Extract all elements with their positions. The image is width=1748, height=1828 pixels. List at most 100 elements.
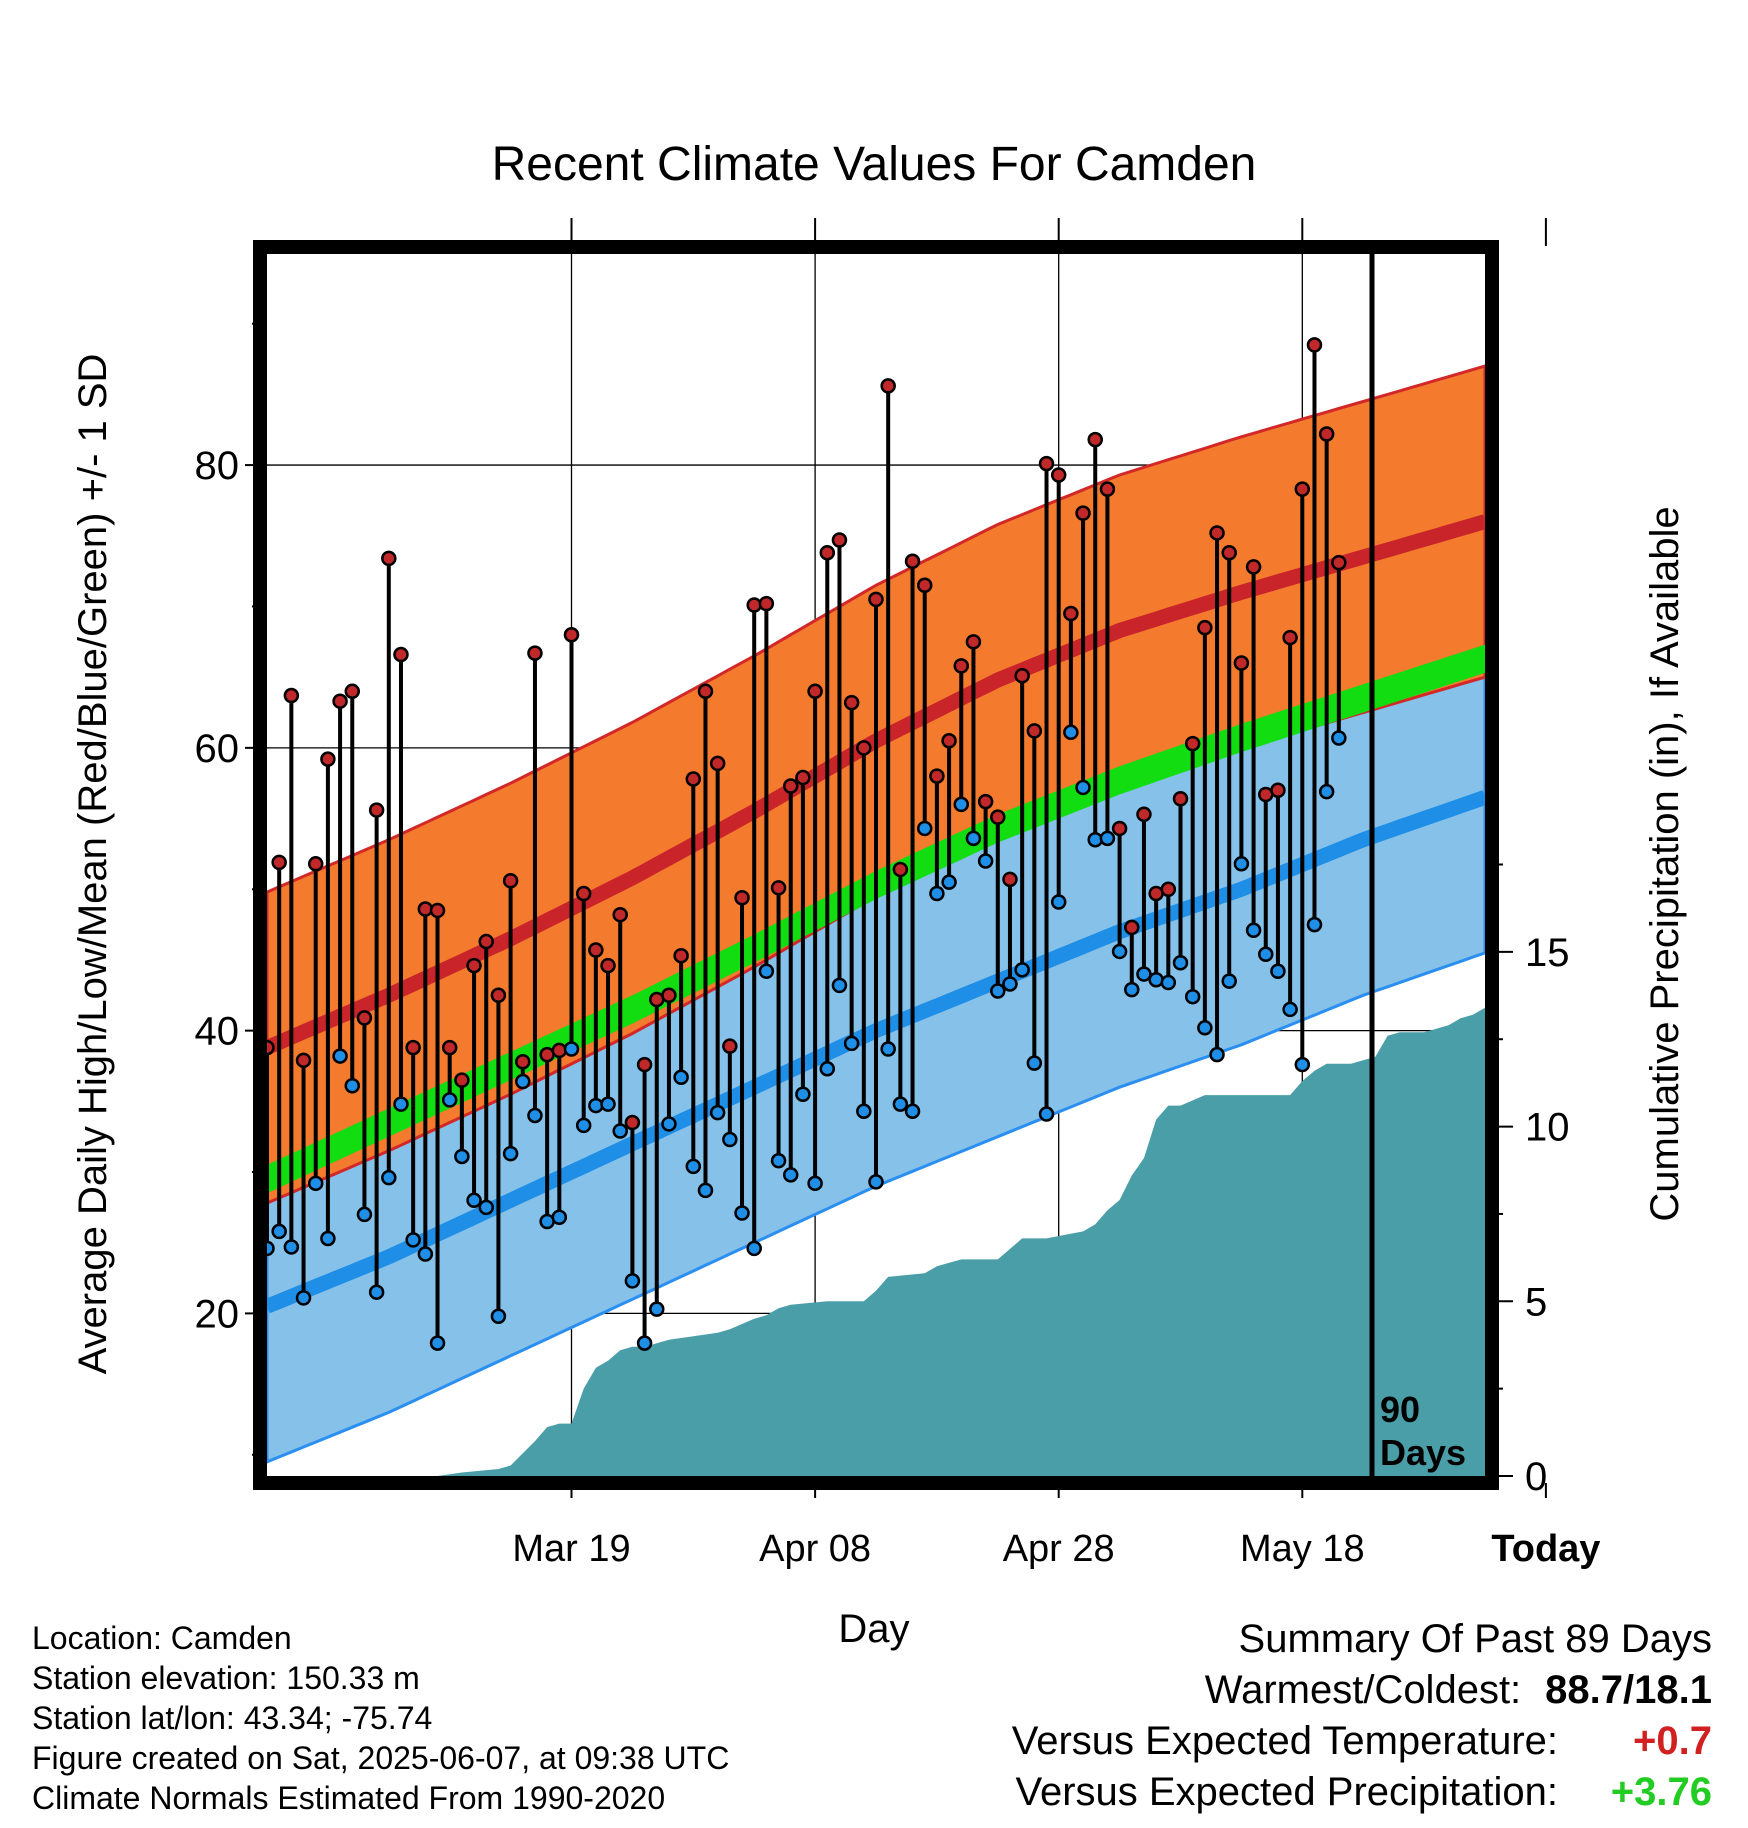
high-point bbox=[527, 645, 543, 661]
low-point bbox=[770, 1152, 787, 1169]
low-point bbox=[575, 1117, 592, 1134]
low-point bbox=[1099, 830, 1116, 847]
high-point bbox=[1270, 782, 1286, 799]
high-point bbox=[405, 1039, 421, 1056]
high-point bbox=[1318, 426, 1335, 442]
low-point bbox=[1087, 832, 1103, 848]
high-point bbox=[904, 553, 921, 569]
high-point bbox=[1063, 605, 1079, 622]
high-point bbox=[381, 550, 397, 567]
high-point bbox=[1197, 619, 1213, 636]
today-label-line: 90 bbox=[1380, 1389, 1420, 1430]
low-point bbox=[1148, 971, 1164, 988]
low-point bbox=[1184, 988, 1201, 1005]
high-point bbox=[1209, 525, 1225, 541]
high-point bbox=[490, 987, 507, 1004]
high-point bbox=[746, 597, 762, 613]
x-tick-label: Apr 08 bbox=[759, 1528, 871, 1570]
high-point bbox=[1282, 629, 1298, 646]
low-point bbox=[381, 1169, 397, 1186]
high-point bbox=[267, 1039, 275, 1056]
low-point bbox=[941, 874, 957, 890]
y-tick-label: 40 bbox=[195, 1010, 240, 1054]
low-point bbox=[880, 1041, 896, 1057]
high-point bbox=[271, 854, 287, 871]
low-point bbox=[795, 1086, 811, 1103]
low-point bbox=[722, 1131, 738, 1148]
low-point bbox=[466, 1192, 482, 1209]
plot-area bbox=[267, 253, 1485, 1476]
high-point bbox=[1184, 735, 1201, 752]
y2-tick-label: 15 bbox=[1525, 931, 1570, 975]
low-point bbox=[636, 1335, 653, 1351]
high-point bbox=[466, 957, 482, 974]
high-point bbox=[722, 1038, 738, 1054]
low-point bbox=[429, 1335, 446, 1351]
high-point bbox=[1160, 881, 1177, 897]
high-point bbox=[709, 755, 726, 772]
high-point bbox=[734, 889, 750, 906]
high-point bbox=[819, 544, 836, 561]
low-point bbox=[1270, 963, 1286, 979]
low-point bbox=[649, 1301, 665, 1317]
low-point bbox=[454, 1148, 470, 1165]
axes: 20 40 60 80 Mar 19 Apr 08 Apr 28 May 18 Today 0 5 1… bbox=[195, 218, 1600, 1570]
low-point bbox=[904, 1103, 921, 1119]
low-point bbox=[332, 1048, 348, 1064]
low-point bbox=[990, 983, 1006, 999]
high-point bbox=[831, 532, 848, 548]
y-axis-label: Average Daily High/Low/Mean (Red/Blue/Gr… bbox=[71, 354, 115, 1375]
low-point bbox=[551, 1209, 568, 1226]
y2-tick-label: 10 bbox=[1525, 1106, 1570, 1150]
observations bbox=[267, 337, 1347, 1351]
high-point bbox=[478, 933, 494, 950]
high-point bbox=[295, 1052, 312, 1069]
low-point bbox=[1258, 946, 1274, 963]
summary-heading: Summary Of Past 89 Days bbox=[1238, 1617, 1712, 1661]
low-point bbox=[916, 820, 933, 837]
high-point bbox=[1136, 806, 1152, 823]
low-point bbox=[283, 1239, 300, 1255]
low-point bbox=[1221, 973, 1237, 989]
low-point bbox=[1294, 1056, 1311, 1073]
temp-anomaly-row: Versus Expected Temperature: +0.7 bbox=[1012, 1716, 1712, 1767]
high-point bbox=[429, 902, 446, 919]
low-point bbox=[661, 1116, 677, 1132]
high-point bbox=[868, 591, 884, 608]
low-point bbox=[417, 1246, 434, 1262]
x-tick-label: May 18 bbox=[1240, 1528, 1365, 1570]
high-point bbox=[880, 378, 896, 394]
high-point bbox=[454, 1072, 470, 1088]
high-point bbox=[1099, 481, 1116, 497]
high-point bbox=[1014, 667, 1030, 684]
high-point bbox=[575, 885, 592, 902]
high-point bbox=[441, 1039, 458, 1056]
low-point bbox=[1026, 1055, 1043, 1071]
high-point bbox=[1075, 505, 1091, 521]
high-point bbox=[661, 987, 677, 1004]
warmest-coldest-value: 88.7/18.1 bbox=[1545, 1668, 1712, 1712]
low-point bbox=[405, 1232, 421, 1248]
low-point bbox=[271, 1223, 287, 1240]
low-point bbox=[356, 1206, 373, 1223]
high-point bbox=[1331, 554, 1347, 571]
precip-anomaly-value: +3.76 bbox=[1610, 1770, 1712, 1814]
precip-area bbox=[267, 1007, 1485, 1476]
low-point bbox=[1331, 730, 1347, 746]
high-point bbox=[1111, 820, 1128, 837]
high-point bbox=[965, 634, 982, 650]
high-point bbox=[393, 646, 409, 663]
high-point bbox=[502, 873, 519, 889]
low-point bbox=[843, 1035, 860, 1052]
high-point bbox=[612, 906, 628, 923]
low-point bbox=[527, 1107, 543, 1124]
high-point bbox=[1294, 481, 1311, 497]
low-point bbox=[1063, 724, 1079, 741]
high-point bbox=[1087, 431, 1103, 448]
high-point bbox=[977, 793, 994, 810]
x-axis-label: Day bbox=[838, 1607, 909, 1651]
low-point bbox=[502, 1145, 519, 1162]
high-point bbox=[770, 880, 787, 896]
low-point bbox=[478, 1199, 494, 1216]
x-tick-label: Today bbox=[1491, 1528, 1600, 1570]
